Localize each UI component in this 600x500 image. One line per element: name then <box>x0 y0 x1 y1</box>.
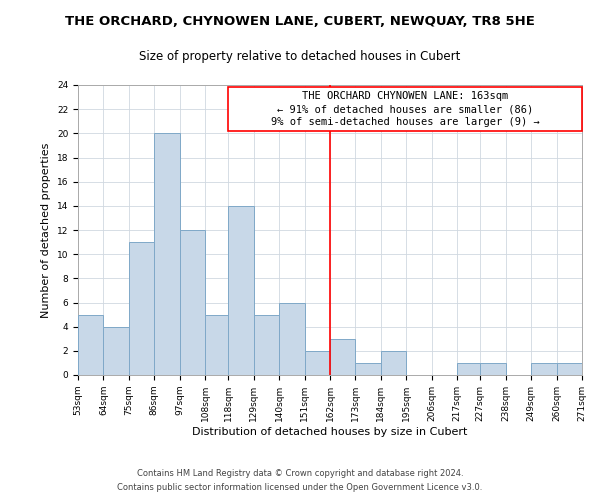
Text: Size of property relative to detached houses in Cubert: Size of property relative to detached ho… <box>139 50 461 63</box>
Bar <box>254 314 279 375</box>
Y-axis label: Number of detached properties: Number of detached properties <box>41 142 51 318</box>
Bar <box>228 206 254 375</box>
Text: THE ORCHARD, CHYNOWEN LANE, CUBERT, NEWQUAY, TR8 5HE: THE ORCHARD, CHYNOWEN LANE, CUBERT, NEWQ… <box>65 15 535 28</box>
Bar <box>330 339 355 375</box>
Bar <box>279 302 305 375</box>
X-axis label: Distribution of detached houses by size in Cubert: Distribution of detached houses by size … <box>193 426 467 436</box>
Bar <box>180 230 205 375</box>
Bar <box>103 326 129 375</box>
Bar <box>228 88 582 131</box>
Bar <box>480 363 506 375</box>
Text: 9% of semi-detached houses are larger (9) →: 9% of semi-detached houses are larger (9… <box>271 118 539 128</box>
Text: Contains HM Land Registry data © Crown copyright and database right 2024.: Contains HM Land Registry data © Crown c… <box>137 468 463 477</box>
Text: Contains public sector information licensed under the Open Government Licence v3: Contains public sector information licen… <box>118 484 482 492</box>
Bar <box>557 363 582 375</box>
Bar <box>154 134 180 375</box>
Bar <box>78 314 103 375</box>
Bar <box>381 351 406 375</box>
Bar <box>531 363 557 375</box>
Bar <box>355 363 381 375</box>
Bar <box>457 363 482 375</box>
Bar <box>305 351 330 375</box>
Text: ← 91% of detached houses are smaller (86): ← 91% of detached houses are smaller (86… <box>277 104 533 114</box>
Text: THE ORCHARD CHYNOWEN LANE: 163sqm: THE ORCHARD CHYNOWEN LANE: 163sqm <box>302 91 508 101</box>
Bar <box>129 242 154 375</box>
Bar <box>205 314 230 375</box>
